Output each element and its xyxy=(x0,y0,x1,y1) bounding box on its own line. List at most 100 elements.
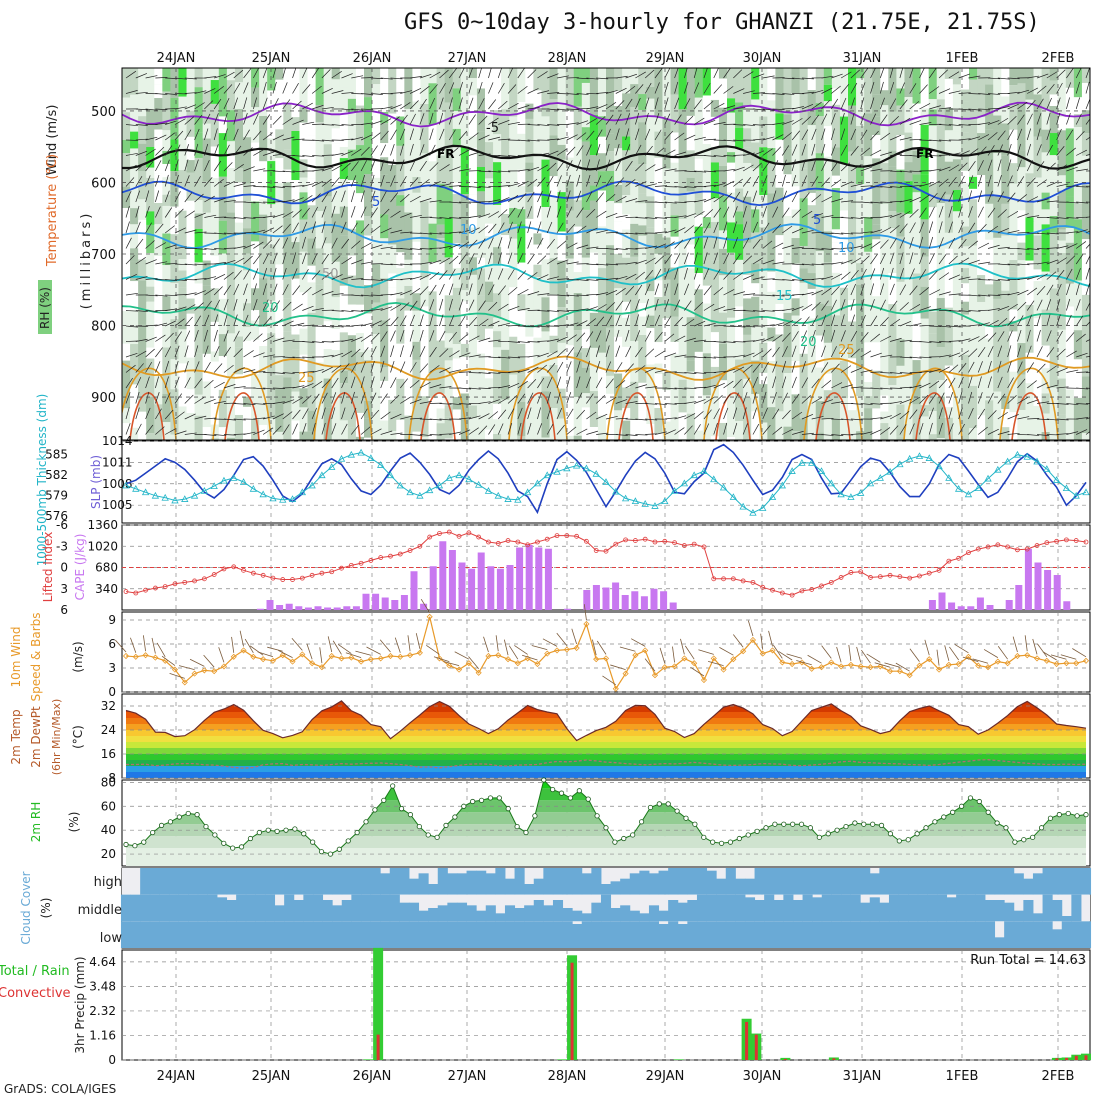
wind-barb xyxy=(625,261,638,265)
wind-barb xyxy=(321,69,331,79)
rh-cell xyxy=(799,68,809,96)
wind-barb xyxy=(752,423,760,435)
wind-barb xyxy=(713,422,718,435)
rh-cell xyxy=(1009,183,1018,220)
rh-cell xyxy=(1033,136,1043,178)
rh-cell xyxy=(460,356,470,394)
cloud-bar xyxy=(869,897,880,922)
rh-cell xyxy=(791,209,801,228)
rh-cell xyxy=(606,293,615,328)
rh-cell xyxy=(856,68,865,79)
rh-cell xyxy=(670,316,680,342)
rh-cell xyxy=(1017,167,1027,211)
wind-barb xyxy=(840,330,846,342)
wind-barb xyxy=(1007,159,1012,172)
cloud-bar xyxy=(802,868,813,895)
cape-bar xyxy=(333,607,341,610)
wind-barb xyxy=(880,215,893,218)
rh-cell xyxy=(589,200,599,231)
rh-cell xyxy=(638,235,647,284)
wind-barb xyxy=(987,207,996,218)
rh-cell xyxy=(783,215,793,238)
wind-barb xyxy=(703,222,711,234)
cloud-bar xyxy=(648,905,660,922)
wind-barb xyxy=(654,350,666,358)
wind-barb xyxy=(879,114,888,125)
wind-barb xyxy=(1066,314,1072,327)
thickness-point xyxy=(798,459,806,466)
rh-cell xyxy=(468,313,478,353)
li-point xyxy=(535,539,540,545)
thickness-point xyxy=(298,488,307,496)
wind-barb xyxy=(449,231,462,234)
wind10m-barb xyxy=(249,645,264,656)
wind-barb xyxy=(889,283,895,296)
rh-cell xyxy=(977,430,986,440)
rh-cell xyxy=(896,68,906,89)
rh-cell xyxy=(1041,129,1051,153)
wind-barb xyxy=(194,90,207,94)
rh-cell xyxy=(468,418,478,440)
wind-barb xyxy=(439,145,448,156)
wind-barb xyxy=(488,386,501,389)
wind-barb xyxy=(664,417,677,420)
rh-cell xyxy=(856,431,865,440)
rh-cell xyxy=(694,393,704,431)
rh-cell xyxy=(702,95,712,145)
wind-barb xyxy=(1036,434,1050,436)
rh-cell xyxy=(130,208,139,225)
cloud-bar xyxy=(255,868,266,895)
wind-barb xyxy=(674,239,684,249)
rh2m-point xyxy=(674,808,680,814)
rh2m-point xyxy=(736,835,742,842)
wind-barb xyxy=(213,144,219,156)
wind-barb xyxy=(929,105,941,110)
date-top-label: 26JAN xyxy=(353,51,392,66)
wind-barb xyxy=(674,387,687,390)
wind-barb xyxy=(164,174,169,187)
wind-barb xyxy=(684,425,693,435)
cloud-bar xyxy=(591,902,602,922)
rh-cell xyxy=(412,393,422,432)
rh-cell xyxy=(977,301,986,332)
wind-barb xyxy=(311,181,324,187)
rh-cell xyxy=(420,103,430,154)
wind10m-point xyxy=(211,668,218,675)
rh-cell xyxy=(428,368,438,399)
wind-barb xyxy=(703,285,712,296)
wind-barb xyxy=(468,415,481,420)
wind-barb xyxy=(263,354,276,358)
rh2m-point xyxy=(763,825,769,831)
wind-barb xyxy=(390,316,399,327)
wind-barb xyxy=(1075,81,1080,94)
rh-cell xyxy=(646,424,655,440)
wind-barb xyxy=(1066,217,1079,219)
wind-barb xyxy=(576,409,585,420)
wind-barb xyxy=(125,392,131,404)
wind-barb xyxy=(478,252,484,265)
wind-barb xyxy=(145,206,150,218)
rh-cell xyxy=(759,227,768,272)
cloud-bar xyxy=(744,878,756,895)
wind-barb xyxy=(968,259,980,265)
rh-cell xyxy=(686,177,696,192)
cape-bar xyxy=(650,588,658,610)
wind-barb xyxy=(380,376,386,389)
cloud-bar xyxy=(917,868,928,895)
wind-barb xyxy=(879,253,886,265)
rh-cell xyxy=(807,394,817,440)
wind10m-barb xyxy=(130,637,137,653)
wind10m-point xyxy=(661,664,668,671)
wind-barb xyxy=(370,190,376,203)
cloud-bar xyxy=(658,910,669,922)
rh-cell xyxy=(1049,68,1059,81)
rh-cell xyxy=(380,143,389,158)
wind10m-barb xyxy=(415,633,421,649)
cloud-bar xyxy=(322,900,333,922)
rh-cell xyxy=(759,372,768,385)
wind-barb xyxy=(351,336,363,342)
wind-barb xyxy=(880,151,892,156)
li-point xyxy=(770,587,775,593)
rh-cell xyxy=(138,259,147,281)
wind-barb xyxy=(272,283,278,296)
